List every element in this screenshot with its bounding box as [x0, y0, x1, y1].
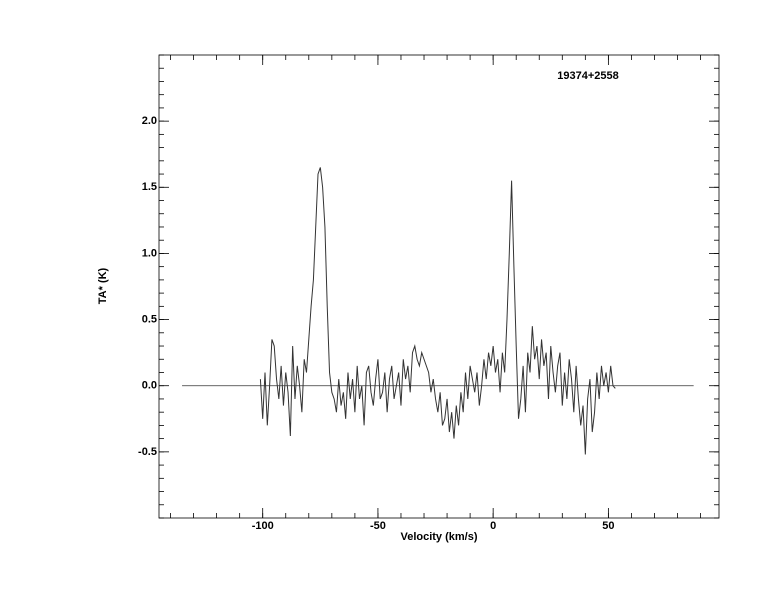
x-tick-label: 0: [490, 520, 496, 532]
x-axis-label: Velocity (km/s): [400, 531, 477, 543]
spectrum-line: [259, 167, 616, 455]
plot-frame: [158, 54, 720, 519]
x-tick-label: -100: [252, 520, 274, 532]
y-tick-label: 2.0: [142, 115, 157, 127]
y-tick-label: 1.5: [142, 181, 157, 193]
chart-title: 19374+2558: [557, 70, 618, 82]
x-tick-label: -50: [370, 520, 386, 532]
y-axis-label: TA* (K): [97, 267, 109, 304]
y-tick-label: -0.5: [138, 446, 157, 458]
y-tick-label: 0.0: [142, 380, 157, 392]
y-tick-label: 0.5: [142, 313, 157, 325]
y-tick-label: 1.0: [142, 247, 157, 259]
x-tick-label: 50: [602, 520, 614, 532]
